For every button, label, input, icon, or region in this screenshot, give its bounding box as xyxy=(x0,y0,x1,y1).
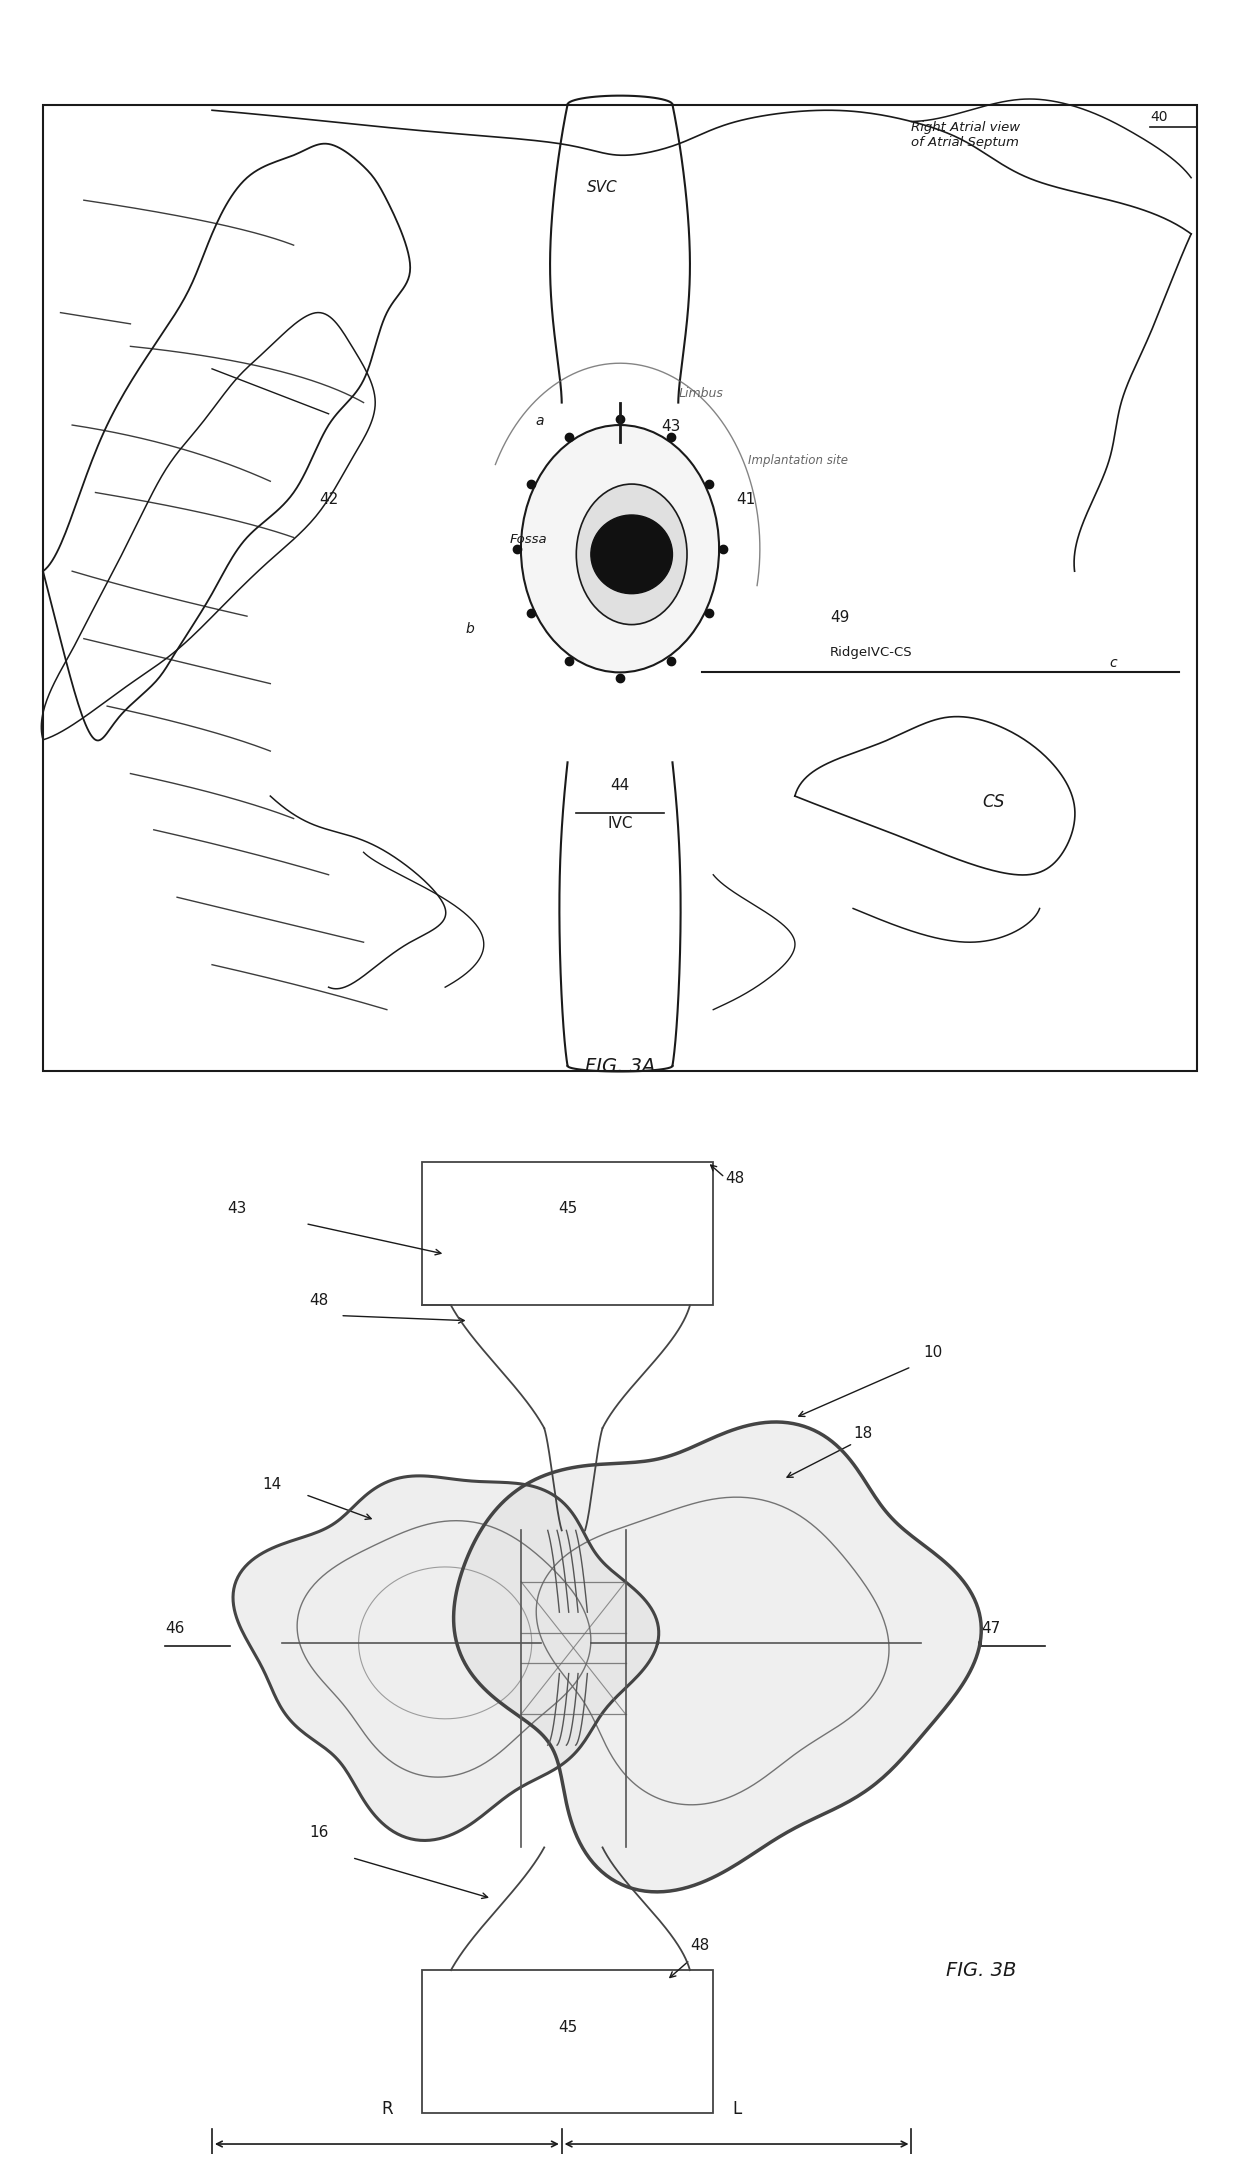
Text: RidgeIVC-CS: RidgeIVC-CS xyxy=(830,646,913,659)
Text: R: R xyxy=(381,2100,393,2119)
Text: CS: CS xyxy=(982,794,1004,812)
Text: 18: 18 xyxy=(853,1425,873,1441)
Polygon shape xyxy=(233,1475,658,1841)
Text: 48: 48 xyxy=(725,1171,744,1186)
Text: 42: 42 xyxy=(319,492,339,507)
Text: 40: 40 xyxy=(1151,111,1168,124)
Text: 41: 41 xyxy=(737,492,756,507)
Text: Implantation site: Implantation site xyxy=(748,455,848,468)
Ellipse shape xyxy=(521,424,719,672)
Text: 47: 47 xyxy=(981,1621,1001,1636)
Text: 43: 43 xyxy=(661,418,681,433)
Text: SVC: SVC xyxy=(588,181,618,194)
FancyBboxPatch shape xyxy=(422,1162,713,1306)
Circle shape xyxy=(591,516,672,594)
Text: L: L xyxy=(732,2100,742,2119)
Polygon shape xyxy=(454,1421,981,1891)
Text: Right Atrial view
of Atrial Septum: Right Atrial view of Atrial Septum xyxy=(911,122,1021,150)
Text: 14: 14 xyxy=(263,1478,281,1493)
Text: 16: 16 xyxy=(309,1826,329,1841)
Text: 44: 44 xyxy=(610,779,630,794)
Text: 48: 48 xyxy=(689,1937,709,1952)
Text: c: c xyxy=(1110,655,1117,670)
Text: Limbus: Limbus xyxy=(678,387,723,400)
Text: 46: 46 xyxy=(165,1621,185,1636)
FancyBboxPatch shape xyxy=(43,104,1197,1071)
FancyBboxPatch shape xyxy=(422,1969,713,2113)
Text: 43: 43 xyxy=(228,1201,247,1216)
Text: FIG. 3B: FIG. 3B xyxy=(946,1961,1017,1980)
Text: a: a xyxy=(536,413,544,429)
Text: IVC: IVC xyxy=(608,816,632,831)
Text: 48: 48 xyxy=(309,1293,329,1308)
Ellipse shape xyxy=(577,483,687,625)
Text: FIG. 3A: FIG. 3A xyxy=(585,1058,655,1075)
Text: b: b xyxy=(465,622,474,635)
Text: 49: 49 xyxy=(830,609,849,625)
Text: Fossa: Fossa xyxy=(510,533,547,546)
Text: 45: 45 xyxy=(558,2019,577,2035)
Text: 45: 45 xyxy=(558,1201,577,1216)
Text: 10: 10 xyxy=(923,1345,942,1360)
